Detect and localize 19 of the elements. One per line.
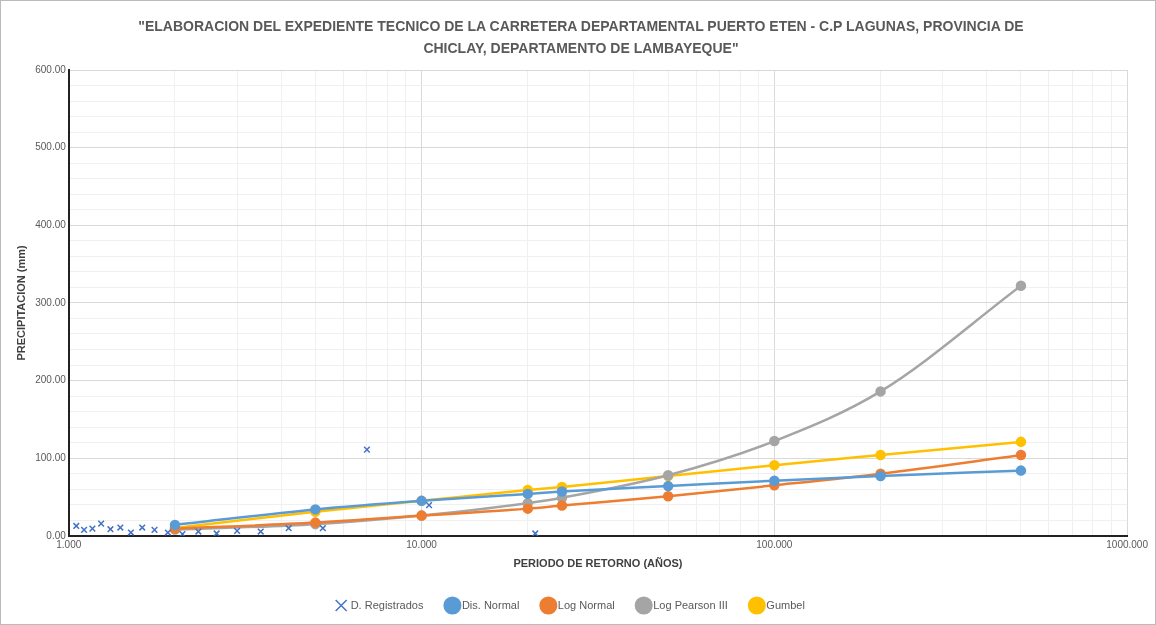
- legend-label: Log Pearson III: [653, 598, 728, 611]
- y-tick-label: 500.00: [35, 141, 67, 153]
- y-tick-label: 100.00: [35, 451, 67, 463]
- y-tick-label: 300.00: [35, 296, 67, 308]
- y-tick-label: 400.00: [35, 219, 67, 231]
- y-tick-label: 600.00: [35, 63, 67, 75]
- legend-label: Gumbel: [766, 598, 805, 611]
- legend-label: Log Normal: [557, 598, 615, 611]
- x-tick-label: 1.000: [56, 538, 82, 550]
- y-tick-label: 0.00: [46, 529, 67, 541]
- y-axis-title: PRECIPITACION (mm): [14, 244, 27, 361]
- y-tick-label: 200.00: [35, 374, 67, 386]
- x-tick-label: 100.000: [756, 538, 793, 550]
- legend-label: Dis. Normal: [461, 598, 520, 611]
- chart-title: "ELABORACION DEL EXPEDIENTE TECNICO DE LA CARRETERA DEPARTAMENTAL PUERTO ETEN - C.P LAGUNAS, PROVINCIA DE CHICLAY, DEPARTAMENTO DE LAMBAYEQUE": [137, 17, 1025, 58]
- legend-label: D. Registrados: [350, 598, 424, 611]
- x-axis-title: PERIODO DE RETORNO (AÑOS): [513, 557, 683, 570]
- x-tick-label: 1000.000: [1106, 538, 1149, 550]
- x-tick-label: 10.000: [406, 538, 438, 550]
